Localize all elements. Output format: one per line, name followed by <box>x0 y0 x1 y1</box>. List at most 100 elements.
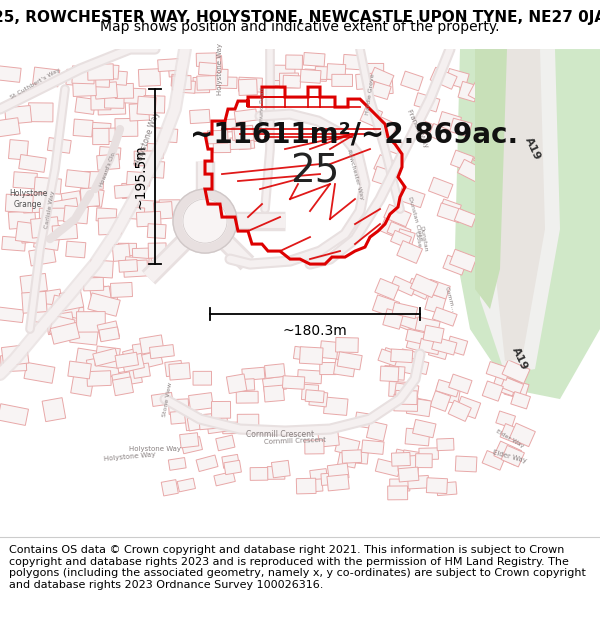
Bar <box>301 479 323 492</box>
Bar <box>388 486 407 500</box>
Bar <box>473 149 497 168</box>
Bar <box>51 198 79 215</box>
Bar <box>137 96 156 115</box>
Bar <box>458 81 479 102</box>
Bar <box>122 348 143 366</box>
Text: Contains OS data © Crown copyright and database right 2021. This information is : Contains OS data © Crown copyright and d… <box>9 545 586 590</box>
Bar <box>384 204 412 227</box>
Bar <box>66 69 91 86</box>
Bar <box>87 371 111 386</box>
Bar <box>373 116 398 138</box>
Bar <box>133 248 151 264</box>
Bar <box>449 249 477 272</box>
Bar <box>134 151 154 166</box>
Bar <box>437 111 461 133</box>
Bar <box>305 440 324 454</box>
Bar <box>454 209 476 227</box>
Bar <box>73 78 97 96</box>
Bar <box>416 454 432 468</box>
Bar <box>428 124 450 142</box>
Bar <box>242 368 265 381</box>
Bar <box>213 141 230 152</box>
Bar <box>502 360 530 384</box>
Bar <box>380 216 403 238</box>
Bar <box>446 336 468 355</box>
Bar <box>94 76 113 91</box>
Text: Holystone Way: Holystone Way <box>104 452 156 462</box>
Bar <box>335 436 360 456</box>
Bar <box>305 390 324 402</box>
Bar <box>449 374 472 394</box>
Text: ~195.5m: ~195.5m <box>133 144 147 209</box>
Bar <box>318 432 339 447</box>
Bar <box>238 134 255 149</box>
Bar <box>230 138 251 149</box>
Bar <box>115 118 138 136</box>
Text: Holystone
Grange: Holystone Grange <box>9 189 47 209</box>
Bar <box>170 410 195 424</box>
Bar <box>151 392 173 406</box>
Bar <box>511 392 530 409</box>
Bar <box>378 349 399 366</box>
Bar <box>451 150 473 171</box>
Bar <box>398 459 419 477</box>
Bar <box>380 366 399 382</box>
Bar <box>226 118 245 132</box>
Bar <box>88 64 113 80</box>
Bar <box>223 422 242 434</box>
Bar <box>2 236 26 251</box>
Bar <box>337 352 362 370</box>
Bar <box>280 73 299 88</box>
Bar <box>110 282 133 298</box>
Bar <box>304 69 327 81</box>
Bar <box>372 166 398 188</box>
Bar <box>238 129 260 143</box>
Bar <box>139 69 161 86</box>
Bar <box>351 451 368 464</box>
Bar <box>433 307 457 326</box>
Text: ~11611m²/~2.869ac.: ~11611m²/~2.869ac. <box>190 120 518 148</box>
Text: Carlisle Way: Carlisle Way <box>44 189 56 229</box>
Bar <box>83 278 104 291</box>
Bar <box>367 421 387 441</box>
Bar <box>382 137 403 154</box>
Bar <box>197 76 216 90</box>
Bar <box>301 384 319 401</box>
Text: St Cuthbert's Way: St Cuthbert's Way <box>9 68 61 101</box>
Bar <box>321 472 341 486</box>
Bar <box>224 460 241 474</box>
Bar <box>97 321 119 341</box>
Text: Elder Way: Elder Way <box>493 449 527 464</box>
Bar <box>428 339 449 359</box>
Bar <box>406 278 431 299</box>
Bar <box>497 101 520 120</box>
Bar <box>76 348 104 369</box>
Bar <box>233 379 255 391</box>
Bar <box>362 64 383 79</box>
Bar <box>140 335 164 354</box>
Bar <box>5 194 33 213</box>
Bar <box>443 255 467 275</box>
Bar <box>430 68 457 89</box>
Bar <box>283 376 305 389</box>
Bar <box>393 311 415 331</box>
Text: ~180.3m: ~180.3m <box>283 324 347 338</box>
Bar <box>232 126 253 141</box>
Circle shape <box>183 199 227 243</box>
Bar <box>376 459 401 476</box>
Bar <box>391 452 410 466</box>
Bar <box>504 379 529 400</box>
Bar <box>509 152 534 176</box>
Bar <box>496 411 515 428</box>
Bar <box>384 366 405 380</box>
Bar <box>181 437 202 454</box>
Bar <box>124 260 148 278</box>
Bar <box>127 171 151 186</box>
Bar <box>46 312 75 334</box>
Text: Dunstan
Close: Dunstan Close <box>412 225 428 253</box>
Bar <box>327 474 349 491</box>
Bar <box>375 279 399 300</box>
Bar <box>144 161 164 178</box>
Bar <box>90 260 113 278</box>
Bar <box>196 455 218 471</box>
